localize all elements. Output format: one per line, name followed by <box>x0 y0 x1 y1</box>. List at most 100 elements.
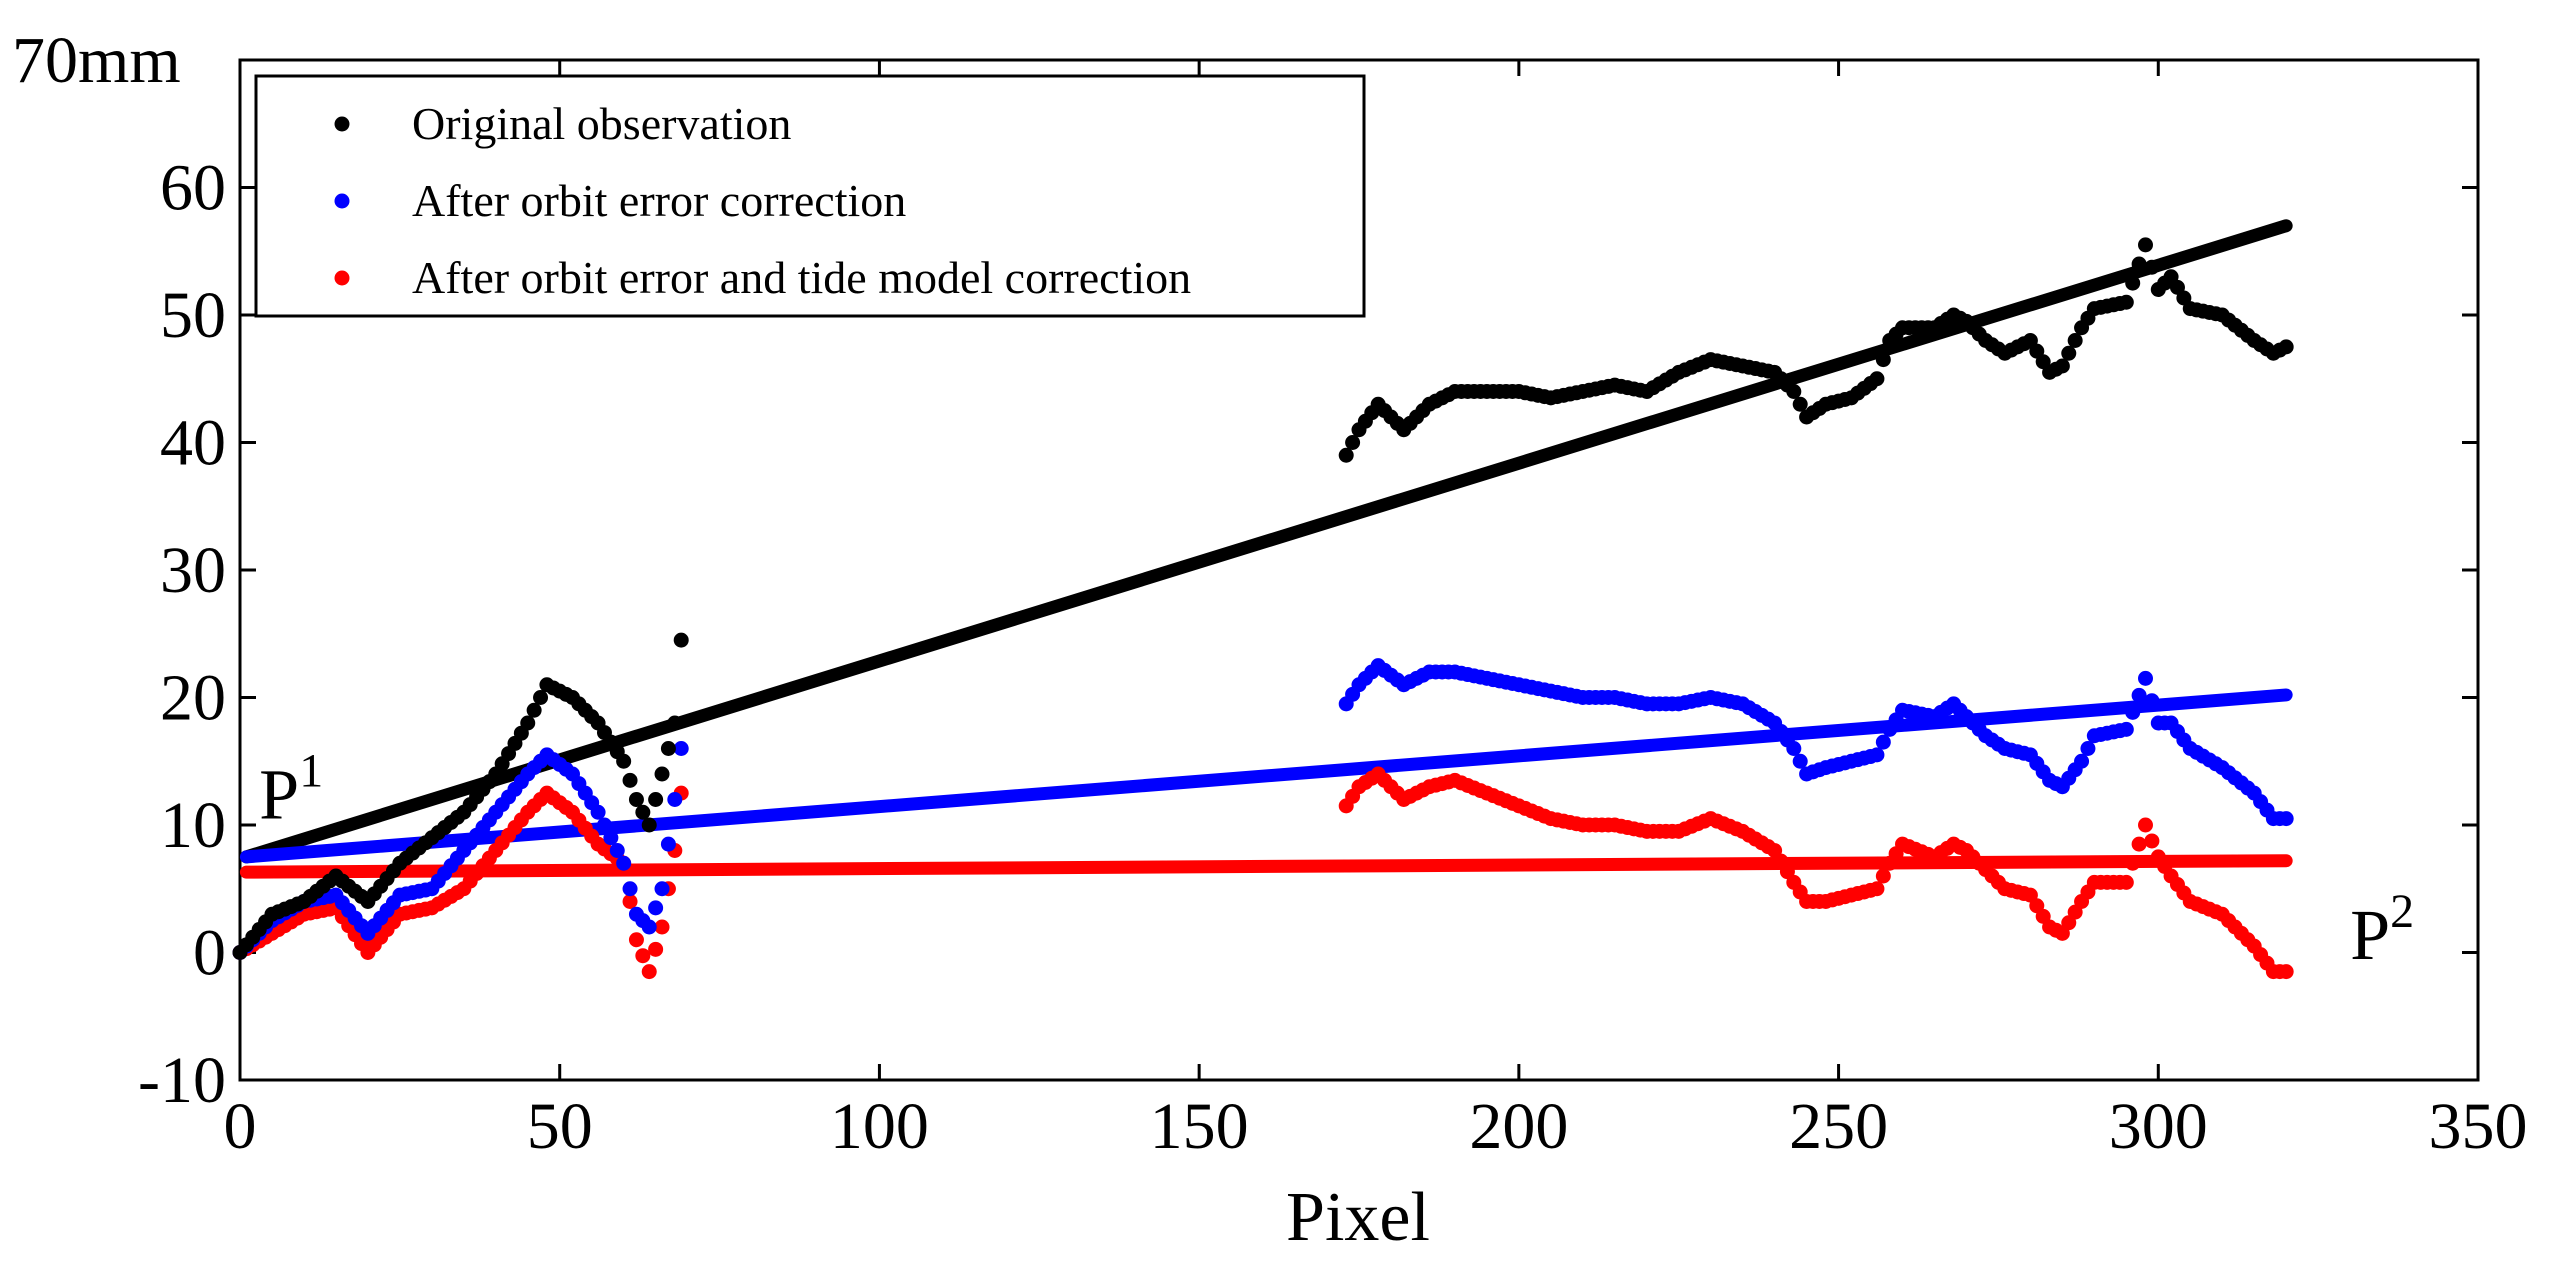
x-axis: 0 50 100 150 200 250 300 350 <box>224 60 2528 1163</box>
data-point <box>520 715 536 731</box>
data-point <box>2125 704 2141 720</box>
legend-label: Original observation <box>412 98 791 149</box>
y-tick-label: 10 <box>160 789 226 862</box>
data-point <box>1869 371 1885 387</box>
data-point <box>2080 741 2096 756</box>
x-tick-label: 250 <box>1789 1090 1888 1163</box>
data-point <box>2067 333 2083 348</box>
data-point <box>1792 396 1808 412</box>
data-point <box>628 792 644 807</box>
legend-marker <box>334 193 350 209</box>
data-point <box>641 817 657 833</box>
data-point <box>2125 275 2141 291</box>
data-point <box>654 766 670 782</box>
data-point <box>622 881 638 897</box>
legend-label: After orbit error correction <box>412 175 906 226</box>
data-point <box>2137 237 2153 253</box>
data-point <box>1875 352 1891 368</box>
data-point <box>2118 721 2134 737</box>
data-point <box>635 804 651 820</box>
data-point <box>2137 817 2153 833</box>
data-point <box>2118 294 2134 310</box>
x-tick-label: 300 <box>2109 1090 2208 1163</box>
data-point <box>2131 256 2147 272</box>
y-tick-label: 20 <box>160 662 226 735</box>
data-point <box>660 836 676 852</box>
data-point <box>616 855 632 871</box>
data-point <box>2125 855 2141 871</box>
y-tick-label: 40 <box>160 407 226 480</box>
data-point <box>667 792 683 807</box>
x-axis-title: Pixel <box>1286 1179 1430 1256</box>
data-point <box>609 843 625 858</box>
data-point <box>2144 833 2160 849</box>
data-point <box>654 919 670 935</box>
data-point <box>641 964 657 980</box>
data-point <box>2074 753 2090 769</box>
data-point <box>2061 345 2077 361</box>
data-point <box>2278 964 2294 980</box>
y-axis: -10 0 10 20 30 40 50 60 70mm <box>12 24 2478 1117</box>
x-tick-label: 350 <box>2429 1090 2528 1163</box>
data-point <box>1869 747 1885 763</box>
data-point <box>635 948 651 964</box>
data-point <box>2144 259 2160 275</box>
data-point <box>1875 734 1891 750</box>
legend: Original observation After orbit error co… <box>254 74 1366 318</box>
y-tick-label: 0 <box>193 917 226 990</box>
data-points <box>232 237 2294 980</box>
data-point <box>2278 811 2294 827</box>
data-point <box>590 804 606 820</box>
data-point <box>622 772 638 788</box>
data-point <box>648 941 664 957</box>
fit-line <box>239 219 2293 864</box>
data-point <box>2131 687 2147 703</box>
data-point <box>1345 435 1361 450</box>
data-point <box>2131 836 2147 852</box>
data-point <box>616 753 632 769</box>
x-tick-label: 150 <box>1150 1090 1249 1163</box>
data-point <box>596 817 612 833</box>
data-point <box>1786 741 1802 756</box>
x-tick-label: 0 <box>224 1090 257 1163</box>
data-point <box>1869 881 1885 897</box>
data-point <box>673 632 689 648</box>
data-point <box>628 932 644 948</box>
x-tick-label: 50 <box>527 1090 593 1163</box>
data-point <box>2144 693 2160 709</box>
y-tick-label: 70mm <box>12 24 181 97</box>
point-annotation: P1 <box>259 745 323 835</box>
fit-line <box>239 854 2293 879</box>
y-tick-label: 50 <box>160 279 226 352</box>
data-point <box>1792 753 1808 769</box>
data-point <box>660 741 676 756</box>
data-point <box>1875 868 1891 884</box>
data-point <box>1338 447 1354 463</box>
annotation-superscript: 1 <box>299 745 323 798</box>
data-point <box>2054 358 2070 374</box>
x-tick-label: 200 <box>1469 1090 1568 1163</box>
data-point <box>603 830 619 846</box>
data-point <box>2118 874 2134 890</box>
data-point <box>2278 339 2294 355</box>
data-point <box>673 741 689 756</box>
data-point <box>622 894 638 909</box>
data-point <box>1786 384 1802 399</box>
data-point <box>533 690 549 705</box>
data-point <box>526 702 542 718</box>
data-point <box>2137 670 2153 686</box>
y-tick-label: -10 <box>138 1044 226 1117</box>
data-point <box>648 900 664 916</box>
legend-marker <box>334 270 350 286</box>
y-tick-label: 30 <box>160 534 226 607</box>
legend-label: After orbit error and tide model correct… <box>412 252 1191 303</box>
data-point <box>667 715 683 731</box>
x-tick-label: 100 <box>830 1090 929 1163</box>
legend-box <box>254 74 1366 318</box>
legend-marker <box>334 116 350 132</box>
data-point <box>648 792 664 807</box>
data-point <box>654 881 670 897</box>
annotation-superscript: 2 <box>2390 885 2414 938</box>
